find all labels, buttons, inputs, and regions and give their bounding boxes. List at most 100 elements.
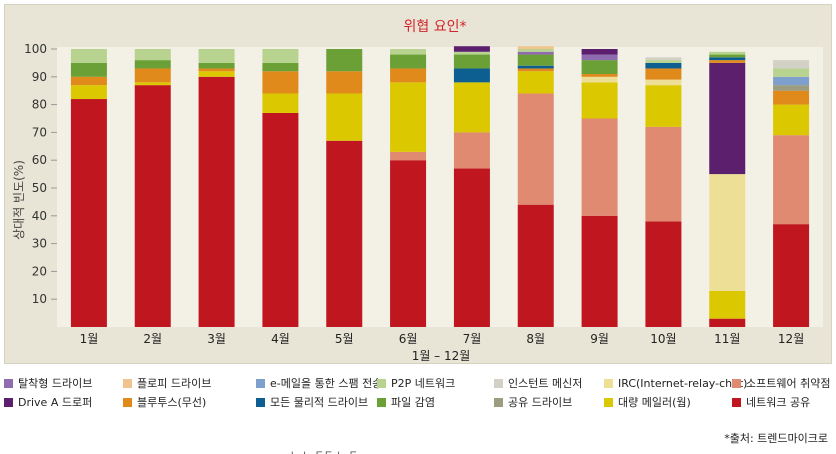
bar-segment (581, 215, 618, 327)
legend-swatch (732, 378, 741, 388)
bar-segment (773, 68, 810, 77)
legend-item: P2P 네트워크 (377, 376, 455, 390)
bar-segment (70, 99, 107, 327)
bar-segment (134, 49, 171, 61)
y-tick-label: 70 (32, 125, 47, 139)
y-axis-label: 상대적 빈도(%) (12, 160, 26, 240)
bar-segment (517, 93, 554, 205)
bar-segment (773, 85, 810, 91)
bar-segment (390, 68, 427, 83)
legend-label: 인스턴트 메신저 (508, 377, 583, 390)
y-tick-label: 10 (32, 292, 47, 306)
chart-frame: 위협 요인* 10 20 30 40 50 60 70 80 90 100 상대적 빈도(%) 1월 2월… (4, 4, 832, 364)
y-tick-label: 40 (32, 209, 47, 223)
legend: 탈착형 드라이브 플로피 드라이브 e-메일을 통한 스팸 전송 P2P 네트워크 인스… (4, 376, 832, 416)
legend-swatch (256, 397, 265, 407)
bar-segment (390, 54, 427, 69)
legend-label: 공유 드라이브 (508, 396, 573, 409)
bar-segment (773, 90, 810, 105)
legend-swatch (604, 397, 613, 407)
bar-segment (390, 82, 427, 152)
bar-segment (134, 60, 171, 69)
bar-segment (581, 82, 618, 119)
bar-segment (326, 71, 363, 94)
bar-segment (773, 224, 810, 327)
bar-segment (517, 204, 554, 327)
bar-segment (390, 160, 427, 327)
bar-segment (517, 71, 554, 94)
bar-segment (70, 76, 107, 86)
bar-segment (709, 51, 746, 55)
bar-segment (134, 68, 171, 83)
legend-label: 네트워크 공유 (746, 396, 811, 409)
legend-item: 모든 물리적 드라이브 (256, 395, 368, 409)
legend-swatch (4, 378, 13, 388)
legend-item: 공유 드라이브 (494, 395, 572, 409)
legend-swatch (377, 397, 386, 407)
legend-item: 파일 감염 (377, 395, 435, 409)
legend-label: IRC(Internet-relay-chat) (618, 376, 748, 390)
chart-svg: 위협 요인* 10 20 30 40 50 60 70 80 90 100 상대적 빈도(%) 1월 2월… (12, 19, 823, 363)
bar-segment (709, 318, 746, 327)
legend-item: 블루투스(무선) (123, 395, 206, 409)
x-tick-label: 11월 (714, 332, 740, 346)
x-tick-label: 2월 (143, 332, 162, 346)
x-tick-label: 4월 (271, 332, 290, 346)
legend-label: 소프트웨어 취약점 (746, 377, 831, 390)
plot-area (57, 47, 823, 327)
chart-title: 위협 요인* (404, 19, 467, 35)
cropped-caption: ㄴ ㄴ ㄷㄷ ㄴ ㄷ (290, 446, 358, 454)
x-tick-label: 8월 (526, 332, 545, 346)
legend-item: 대량 메일러(웜) (604, 395, 691, 409)
legend-label: P2P 네트워크 (391, 377, 456, 390)
bar-segment (517, 65, 554, 69)
bar-segment (262, 49, 299, 63)
y-tick-label: 30 (32, 237, 47, 251)
bar-segment (453, 132, 490, 169)
bar-segment (645, 57, 682, 61)
source-note: *출처: 트렌드마이크로 (724, 432, 828, 445)
bar-segment (134, 82, 171, 86)
bar-segment (326, 49, 363, 72)
legend-label: 플로피 드라이브 (137, 377, 212, 390)
legend-item: IRC(Internet-relay-chat) (604, 376, 747, 390)
bar-segment (70, 49, 107, 63)
bar-segment (581, 60, 618, 75)
legend-swatch (256, 378, 265, 388)
bar-segment (709, 57, 746, 61)
bar-segment (198, 62, 235, 69)
bar-segment (262, 71, 299, 94)
bar-segment (645, 85, 682, 127)
bar-segment (453, 54, 490, 69)
x-tick-label: 9월 (590, 332, 609, 346)
bar-segment (581, 118, 618, 216)
legend-item: 인스턴트 메신저 (494, 376, 582, 390)
legend-label: 블루투스(무선) (137, 396, 207, 409)
bar-segment (390, 49, 427, 55)
y-tick-label: 50 (32, 181, 47, 195)
x-tick-label: 3월 (207, 332, 226, 346)
y-tick-label: 80 (32, 98, 47, 112)
x-tick-label: 7월 (463, 332, 482, 346)
legend-label: e-메일을 통한 스팸 전송 (270, 377, 383, 390)
bar-segment (581, 49, 618, 55)
bar-segment (773, 76, 810, 86)
bar-segment (709, 62, 746, 175)
bar-segment (773, 60, 810, 69)
legend-item: 탈착형 드라이브 (4, 376, 92, 390)
legend-swatch (4, 397, 13, 407)
bar-segment (645, 221, 682, 327)
bar-segment (709, 60, 746, 63)
bar-segment (453, 82, 490, 133)
bar-segment (709, 174, 746, 291)
legend-item: 소프트웨어 취약점 (732, 376, 830, 390)
legend-item: 플로피 드라이브 (123, 376, 211, 390)
legend-item: Drive A 드로퍼 (4, 395, 92, 409)
legend-label: Drive A 드로퍼 (18, 396, 93, 409)
bar-segment (70, 62, 107, 77)
legend-swatch (123, 397, 132, 407)
bar-segment (517, 68, 554, 72)
bar-segment (517, 54, 554, 66)
bar-segment (645, 60, 682, 63)
bar-segment (326, 140, 363, 327)
